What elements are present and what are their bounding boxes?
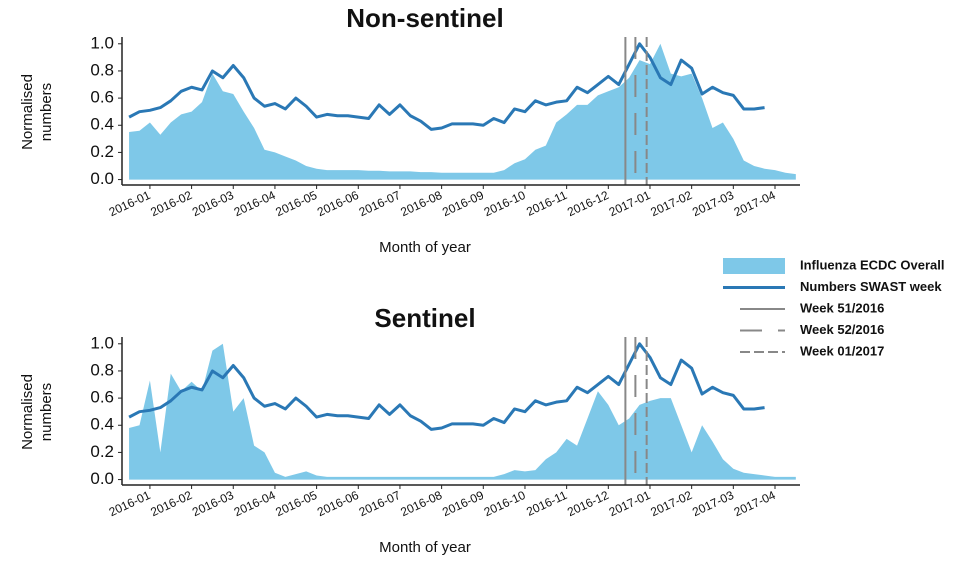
x-tick-label: 2017-01 [607, 188, 653, 219]
subplot: Non-sentinel Month of year Normalised numbe… [19, 3, 800, 256]
x-tick-label: 2016-12 [565, 488, 611, 519]
x-tick-label: 2016-11 [524, 188, 569, 219]
y-tick-label: 0.6 [90, 88, 114, 107]
x-tick-label: 2016-11 [524, 488, 569, 519]
legend-swatch [723, 258, 785, 274]
x-tick-label: 2016-09 [440, 188, 486, 219]
line [128, 342, 765, 431]
x-tick-label: 2016-05 [273, 188, 319, 219]
area [129, 43, 796, 180]
x-tick-label: 2016-02 [148, 188, 194, 219]
x-tick-label: 2016-06 [315, 188, 361, 219]
x-tick-label: 2017-04 [732, 488, 778, 519]
x-tick-label: 2017-02 [648, 488, 694, 519]
x-axis-label: Month of year [379, 539, 471, 556]
subplot: Sentinel Month of year Normalised numbers 0.… [19, 303, 800, 556]
x-tick-label: 2016-08 [398, 488, 444, 519]
y-axis-label: Normalised [19, 374, 36, 450]
x-tick-label: 2017-03 [690, 488, 736, 519]
x-tick-label: 2017-03 [690, 188, 736, 219]
x-tick-label: 2016-07 [357, 488, 403, 519]
x-tick-label: 2017-02 [648, 188, 694, 219]
chart-title: Sentinel [374, 303, 475, 333]
x-tick-label: 2017-04 [732, 188, 778, 219]
legend-label: Influenza ECDC Overall [800, 257, 944, 272]
x-axis-label: Month of year [379, 239, 471, 256]
y-axis-label: numbers [38, 383, 55, 441]
x-tick-label: 2016-04 [232, 488, 278, 519]
y-tick-label: 1.0 [90, 33, 114, 52]
legend-label: Week 52/2016 [800, 322, 884, 337]
x-tick-label: 2016-07 [357, 188, 403, 219]
x-tick-label: 2016-08 [398, 188, 444, 219]
x-tick-label: 2016-09 [440, 488, 486, 519]
line [128, 42, 765, 131]
legend-label: Week 01/2017 [800, 343, 884, 358]
y-tick-label: 0.6 [90, 388, 114, 407]
x-tick-label: 2016-02 [148, 488, 194, 519]
y-tick-label: 0.4 [90, 415, 114, 434]
y-tick-label: 0.8 [90, 60, 114, 79]
y-axis-label: Normalised [19, 74, 36, 150]
legend: Influenza ECDC Overall Numbers SWAST week… [723, 257, 944, 358]
x-tick-label: 2016-03 [190, 188, 236, 219]
legend-label: Numbers SWAST week [800, 279, 942, 294]
y-tick-label: 0.2 [90, 442, 114, 461]
y-tick-label: 0.0 [90, 169, 114, 188]
y-axis-label: numbers [38, 83, 55, 141]
x-tick-label: 2016-01 [107, 188, 153, 219]
y-tick-label: 0.0 [90, 469, 114, 488]
x-tick-label: 2016-03 [190, 488, 236, 519]
x-tick-label: 2016-05 [273, 488, 319, 519]
legend-label: Week 51/2016 [800, 300, 884, 315]
x-tick-label: 2016-04 [232, 188, 278, 219]
x-tick-label: 2016-10 [482, 188, 528, 219]
chart-title: Non-sentinel [346, 3, 503, 33]
y-tick-label: 1.0 [90, 333, 114, 352]
area [129, 343, 796, 480]
x-tick-label: 2016-12 [565, 188, 611, 219]
y-tick-label: 0.4 [90, 115, 114, 134]
x-tick-label: 2017-01 [607, 488, 653, 519]
y-tick-label: 0.2 [90, 142, 114, 161]
x-tick-label: 2016-06 [315, 488, 361, 519]
y-tick-label: 0.8 [90, 360, 114, 379]
x-tick-label: 2016-10 [482, 488, 528, 519]
x-tick-label: 2016-01 [107, 488, 153, 519]
